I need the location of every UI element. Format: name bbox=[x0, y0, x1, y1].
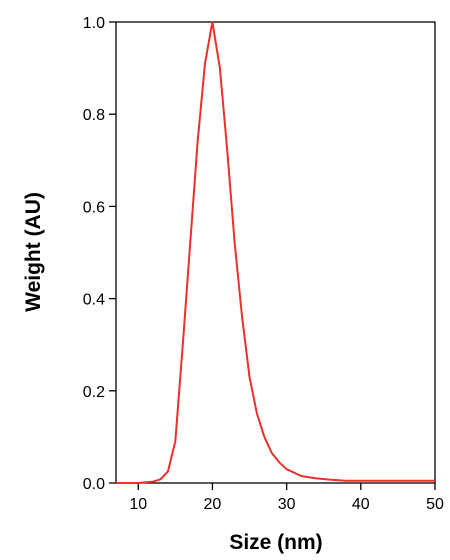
x-axis-ticks: 10 20 30 40 50 bbox=[129, 483, 444, 513]
y-axis-ticks: 0.0 0.2 0.4 0.6 0.8 1.0 bbox=[83, 15, 116, 493]
y-tick-label: 0.2 bbox=[83, 384, 105, 401]
y-tick-label: 0.4 bbox=[83, 292, 105, 309]
series-line bbox=[116, 21, 435, 484]
x-tick-label: 20 bbox=[204, 496, 222, 513]
y-tick-label: 0.0 bbox=[83, 476, 105, 493]
y-tick-label: 1.0 bbox=[83, 15, 105, 32]
plot-frame bbox=[115, 21, 436, 484]
y-tick-label: 0.8 bbox=[83, 107, 105, 124]
x-tick-label: 10 bbox=[129, 496, 147, 513]
x-axis-title: Size (nm) bbox=[229, 531, 322, 554]
x-tick-label: 30 bbox=[278, 496, 296, 513]
x-tick-label: 40 bbox=[352, 496, 370, 513]
y-tick-label: 0.6 bbox=[83, 199, 105, 216]
x-tick-label: 50 bbox=[426, 496, 444, 513]
y-axis-title: Weight (AU) bbox=[22, 192, 45, 312]
